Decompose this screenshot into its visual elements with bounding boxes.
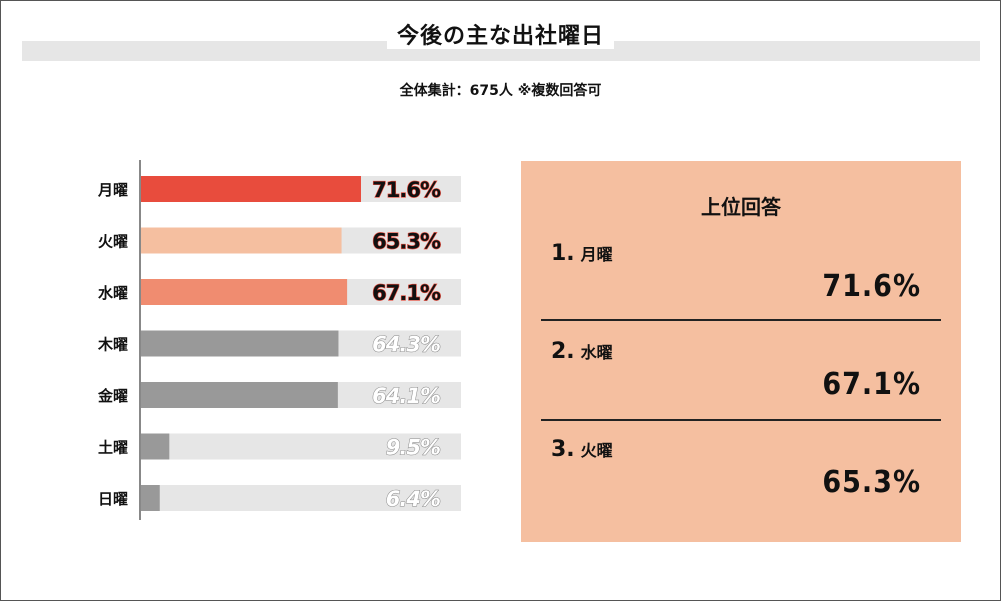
bar-1 <box>140 227 342 254</box>
ranking-value: 65.3% <box>822 465 921 500</box>
bar-3 <box>140 330 339 357</box>
ranking-value: 67.1% <box>822 367 921 402</box>
value-label: 67.1% <box>372 281 441 305</box>
ranking-day: 月曜 <box>580 245 613 264</box>
value-label: 71.6% <box>372 178 441 202</box>
ranking-title: 上位回答 <box>701 195 781 219</box>
ranking-number: 2. <box>551 339 575 364</box>
value-label: 6.4% <box>386 487 440 511</box>
value-label: 65.3% <box>372 230 441 254</box>
category-label: 水曜 <box>98 284 128 302</box>
ranking-box: 上位回答 1. 月曜 71.6% 2. 水曜 67.1% 3. 火曜 65.3% <box>521 161 961 542</box>
category-label: 土曜 <box>98 439 128 457</box>
ranking-number: 3. <box>551 437 575 462</box>
chart-title-text: 今後の主な出社曜日 <box>386 24 614 49</box>
chart-title: 今後の主な出社曜日 <box>0 18 1001 50</box>
ranking-divider <box>541 319 941 321</box>
category-label: 日曜 <box>98 490 128 508</box>
ranking-label: 2. 水曜 <box>551 339 613 364</box>
chart-subtitle: 全体集計：675人 ※複数回答可 <box>399 83 602 99</box>
bar-2 <box>140 279 348 305</box>
ranking-item-1: 1. 月曜 71.6% <box>541 241 941 331</box>
ranking-day: 火曜 <box>580 441 613 460</box>
bar-0 <box>140 176 361 202</box>
ranking-number: 1. <box>551 241 575 266</box>
ranking-divider <box>541 419 941 421</box>
category-label: 月曜 <box>97 181 128 199</box>
bar-track <box>140 485 461 511</box>
ranking-label: 3. 火曜 <box>551 437 613 462</box>
category-label: 木曜 <box>97 336 128 354</box>
ranking-label: 1. 月曜 <box>551 241 613 266</box>
title-band <box>22 41 980 61</box>
ranking-value: 71.6% <box>822 269 921 304</box>
value-label: 64.3% <box>372 333 440 357</box>
category-label: 金曜 <box>97 387 128 405</box>
category-label: 火曜 <box>98 233 128 251</box>
bar-4 <box>140 382 338 408</box>
bar-6 <box>140 485 160 511</box>
value-label: 9.5% <box>386 436 440 460</box>
ranking-item-3: 3. 火曜 65.3% <box>541 437 941 527</box>
bar-track <box>140 433 461 460</box>
value-label: 64.1% <box>372 384 440 408</box>
ranking-item-2: 2. 水曜 67.1% <box>541 339 941 429</box>
ranking-day: 水曜 <box>580 343 613 362</box>
bar-5 <box>140 433 170 460</box>
